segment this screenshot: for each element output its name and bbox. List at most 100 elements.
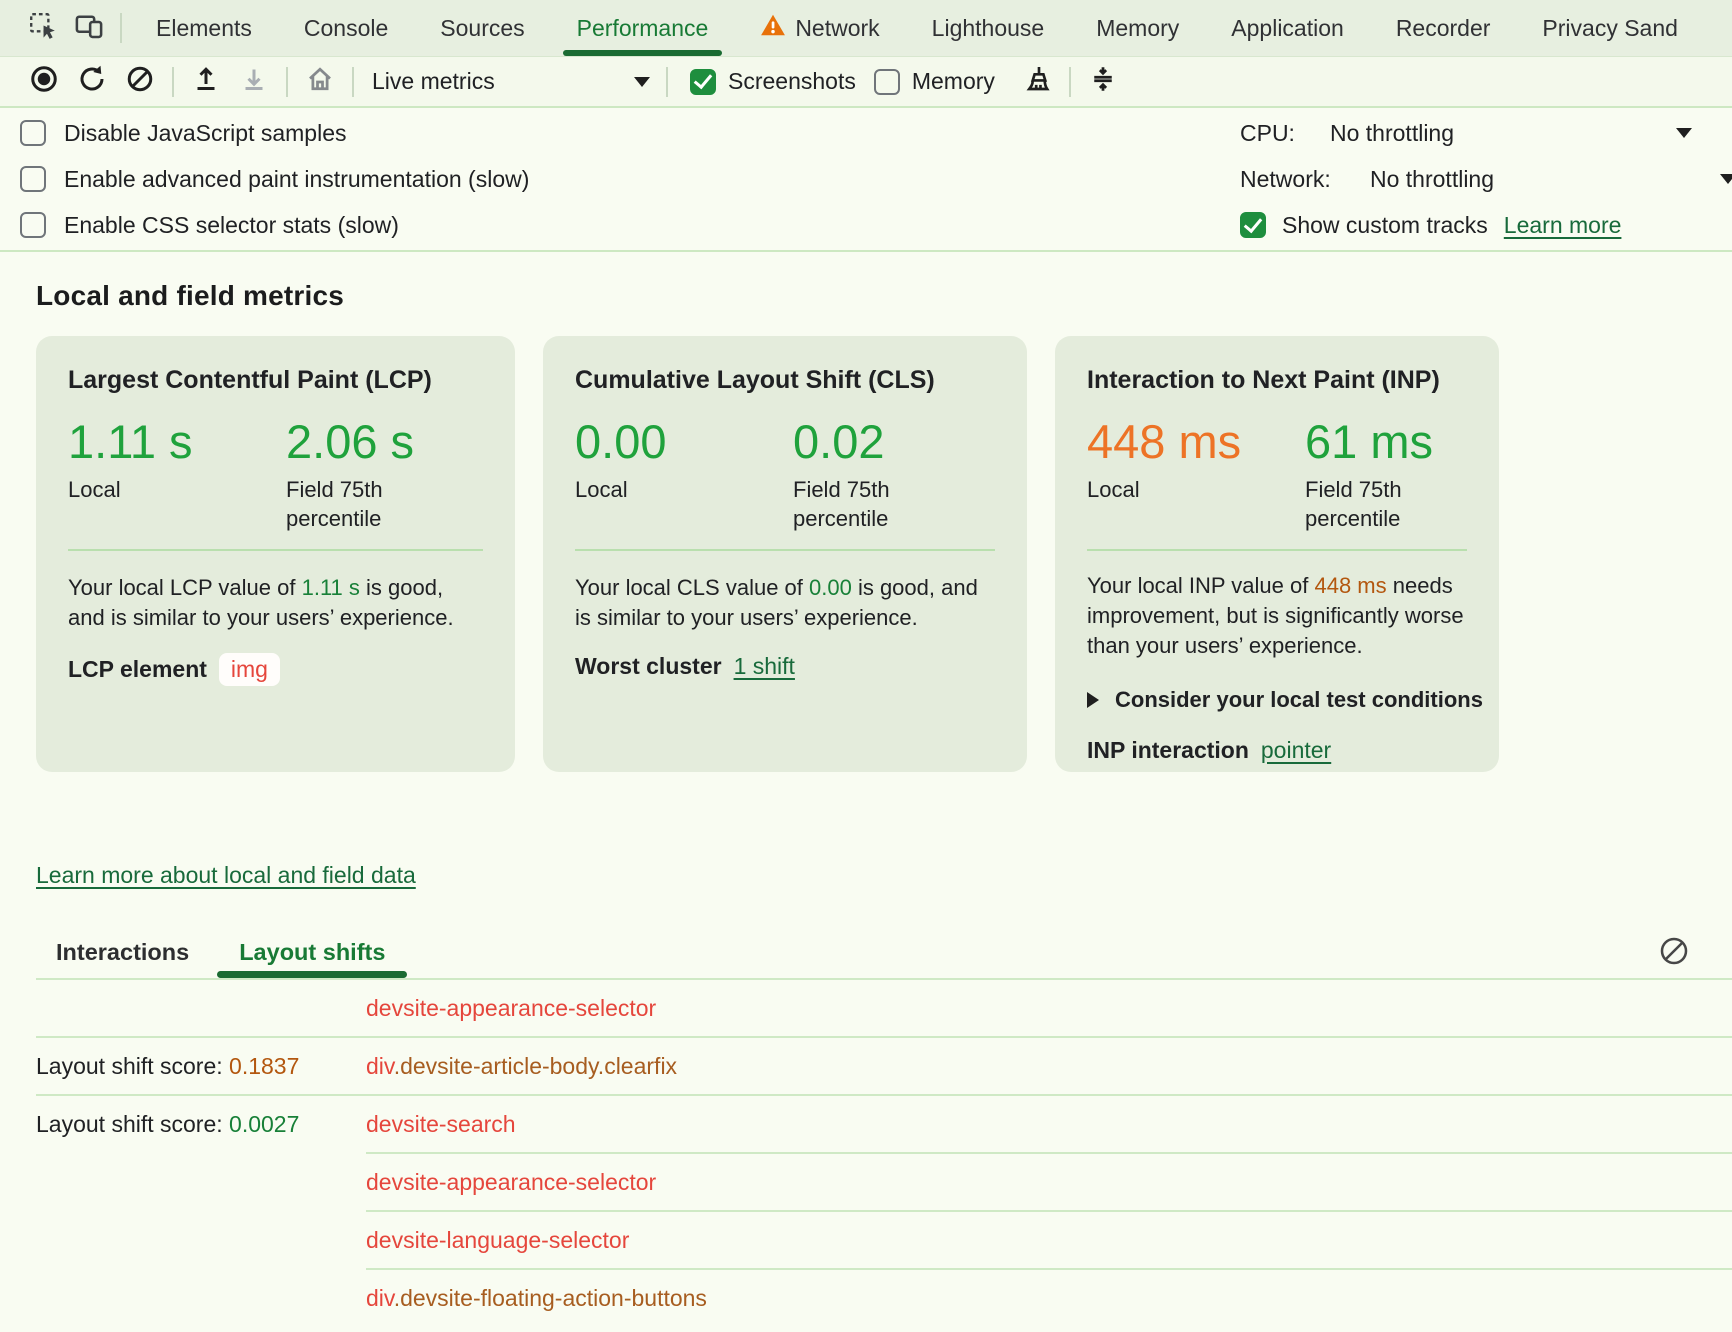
- inspect-cursor-icon: [28, 11, 58, 46]
- advanced-paint-checkbox[interactable]: [20, 166, 46, 192]
- tab-memory[interactable]: Memory: [1070, 0, 1205, 56]
- tab-console[interactable]: Console: [278, 0, 414, 56]
- network-throttling-row[interactable]: Network: No throttling: [1240, 156, 1732, 202]
- device-toolbar-button[interactable]: [66, 0, 112, 56]
- tab-sources[interactable]: Sources: [414, 0, 550, 56]
- screenshots-checkbox[interactable]: [690, 68, 716, 95]
- show-custom-tracks-checkbox[interactable]: [1240, 212, 1266, 238]
- tab-recorder[interactable]: Recorder: [1370, 0, 1517, 56]
- tab-privacy-sandbox[interactable]: Privacy Sand: [1516, 0, 1704, 56]
- desc-text: Your local CLS value of: [575, 575, 809, 601]
- divider: [666, 66, 668, 97]
- lcp-field-column: 2.06 s Field 75th percentile: [286, 415, 426, 533]
- tab-label: Memory: [1096, 14, 1180, 41]
- record-and-reload-button[interactable]: [68, 62, 116, 102]
- divider: [172, 66, 174, 97]
- inp-interaction-link[interactable]: pointer: [1260, 737, 1332, 764]
- inp-card: Interaction to Next Paint (INP) 448 ms L…: [1055, 336, 1499, 772]
- broom-icon: [1021, 63, 1053, 101]
- divider: [286, 66, 288, 97]
- score-value: 0.1837: [229, 1052, 300, 1079]
- collect-garbage-button[interactable]: [1013, 62, 1061, 102]
- device-toolbar-icon: [74, 11, 104, 46]
- divider: [36, 978, 1732, 980]
- layout-shift-row: devsite-appearance-selector: [36, 1154, 1732, 1210]
- card-divider: [575, 549, 995, 552]
- row-divider: [366, 1268, 1732, 1270]
- disable-js-samples-checkbox[interactable]: [20, 120, 46, 146]
- memory-checkbox[interactable]: [873, 68, 900, 95]
- save-profile-button[interactable]: [230, 62, 278, 102]
- css-selector-stats-label: Enable CSS selector stats (slow): [64, 211, 399, 238]
- home-icon: [305, 64, 335, 100]
- local-test-conditions-disclosure[interactable]: Consider your local test conditions: [1087, 687, 1483, 713]
- collapse-icon: [1088, 64, 1118, 100]
- chevron-down-icon: [1720, 174, 1732, 184]
- learn-more-field-data-link[interactable]: Learn more about local and field data: [36, 862, 416, 888]
- tab-label: Lighthouse: [931, 14, 1045, 41]
- desc-text: Your local INP value of: [1087, 573, 1315, 599]
- divider: [120, 13, 122, 43]
- field-caption: Field 75th percentile: [793, 477, 890, 532]
- network-label: Network:: [1240, 165, 1331, 192]
- divider: [352, 66, 354, 97]
- worst-cluster-link[interactable]: 1 shift: [733, 653, 795, 680]
- tab-label: Application: [1231, 14, 1344, 41]
- record-button[interactable]: [20, 62, 68, 102]
- warning-icon: [760, 12, 786, 44]
- shift-node-link[interactable]: devsite-search: [366, 1110, 516, 1137]
- cls-card-title: Cumulative Layout Shift (CLS): [575, 366, 935, 394]
- node-classes: .devsite-article-body.clearfix: [393, 1052, 678, 1079]
- performance-toolbar: Live metrics Screenshots Memory: [0, 57, 1732, 108]
- worst-cluster-row: Worst cluster 1 shift: [575, 653, 995, 680]
- row-divider: [36, 1036, 1732, 1038]
- shift-node-link[interactable]: div.devsite-article-body.clearfix: [366, 1053, 677, 1080]
- custom-tracks-learn-more-link[interactable]: Learn more: [1503, 211, 1622, 238]
- screenshots-label: Screenshots: [728, 68, 856, 94]
- tab-interactions[interactable]: Interactions: [56, 939, 190, 965]
- shift-node-link[interactable]: devsite-appearance-selector: [366, 1168, 657, 1195]
- disable-js-samples-row: Disable JavaScript samples: [20, 110, 529, 156]
- panel-mode-dropdown[interactable]: Live metrics: [372, 68, 650, 95]
- score-label: Layout shift score:: [36, 1052, 230, 1079]
- shift-node-link[interactable]: devsite-appearance-selector: [366, 994, 657, 1021]
- load-profile-button[interactable]: [182, 62, 230, 102]
- lcp-local-value: 1.11 s: [68, 415, 193, 468]
- tab-network[interactable]: Network: [734, 0, 905, 56]
- layout-shift-row: devsite-language-selector: [36, 1212, 1732, 1268]
- cpu-label: CPU:: [1240, 119, 1295, 146]
- tab-application[interactable]: Application: [1205, 0, 1370, 56]
- shift-node-link[interactable]: devsite-language-selector: [366, 1226, 630, 1253]
- row-divider: [366, 1210, 1732, 1212]
- panel-mode-label: Live metrics: [372, 68, 495, 94]
- card-divider: [1087, 549, 1467, 552]
- tab-elements[interactable]: Elements: [130, 0, 278, 56]
- clear-button[interactable]: [116, 62, 164, 102]
- cpu-throttling-row[interactable]: CPU: No throttling: [1240, 110, 1732, 156]
- tab-lighthouse[interactable]: Lighthouse: [906, 0, 1071, 56]
- tab-performance[interactable]: Performance: [551, 0, 735, 56]
- lcp-element-node[interactable]: img: [218, 653, 280, 687]
- css-selector-stats-checkbox[interactable]: [20, 212, 46, 238]
- chevron-down-icon: [1676, 128, 1692, 138]
- memory-label: Memory: [911, 68, 995, 94]
- cls-values: 0.00 Local 0.02 Field 75th percentile: [575, 415, 995, 533]
- tab-layout-shifts[interactable]: Layout shifts: [217, 939, 408, 978]
- lcp-card-title: Largest Contentful Paint (LCP): [68, 366, 432, 394]
- clear-log-button[interactable]: [1658, 935, 1690, 973]
- download-icon: [239, 64, 269, 100]
- collapse-panel-button[interactable]: [1079, 62, 1127, 102]
- local-caption: Local: [68, 477, 121, 503]
- shift-node-link[interactable]: div.devsite-floating-action-buttons: [366, 1285, 707, 1312]
- inp-interaction-label: INP interaction: [1087, 737, 1249, 764]
- home-button[interactable]: [296, 62, 344, 102]
- tab-label: Performance: [576, 14, 709, 41]
- capture-settings-right: CPU: No throttling Network: No throttlin…: [1240, 110, 1732, 248]
- inp-values: 448 ms Local 61 ms Field 75th percentile: [1087, 415, 1467, 533]
- local-caption: Local: [575, 477, 628, 503]
- score-cell: Layout shift score: 0.0027: [36, 1111, 366, 1138]
- triangle-right-icon: [1087, 692, 1099, 709]
- css-selector-stats-row: Enable CSS selector stats (slow): [20, 202, 529, 248]
- inspect-element-button[interactable]: [20, 0, 66, 56]
- desc-text: Your local LCP value of: [68, 575, 302, 601]
